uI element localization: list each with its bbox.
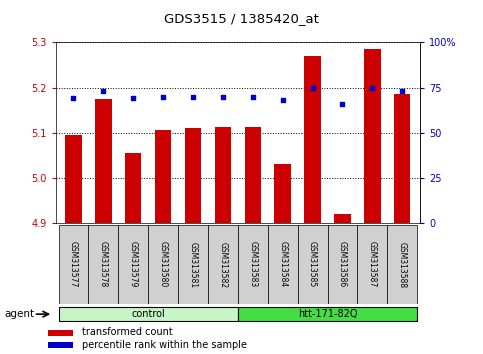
Text: GSM313580: GSM313580	[158, 241, 168, 288]
Bar	[125, 153, 142, 223]
Text: GSM313588: GSM313588	[398, 241, 407, 288]
Point	[189, 94, 197, 99]
Point	[369, 85, 376, 91]
Bar	[208, 225, 238, 304]
Bar	[244, 127, 261, 223]
Bar	[364, 49, 381, 223]
Text: GSM313582: GSM313582	[218, 241, 227, 288]
Text: GSM313583: GSM313583	[248, 241, 257, 288]
Bar	[178, 225, 208, 304]
Point	[159, 94, 167, 99]
Bar	[327, 225, 357, 304]
Bar	[118, 225, 148, 304]
Bar	[387, 225, 417, 304]
Bar	[357, 225, 387, 304]
Point	[339, 101, 346, 107]
Point	[219, 94, 227, 99]
Bar	[95, 99, 112, 223]
Point	[309, 85, 316, 91]
Bar	[268, 225, 298, 304]
Text: agent: agent	[5, 309, 35, 319]
Bar	[48, 330, 73, 336]
Text: GSM313587: GSM313587	[368, 241, 377, 288]
Bar	[148, 225, 178, 304]
Point	[398, 88, 406, 94]
Text: GSM313577: GSM313577	[69, 241, 78, 288]
Bar	[238, 225, 268, 304]
Point	[70, 96, 77, 101]
Bar	[185, 128, 201, 223]
Text: control: control	[131, 309, 165, 319]
Bar	[304, 56, 321, 223]
Text: GSM313585: GSM313585	[308, 241, 317, 288]
Point	[129, 96, 137, 101]
Text: htt-171-82Q: htt-171-82Q	[298, 309, 357, 319]
Text: GDS3515 / 1385420_at: GDS3515 / 1385420_at	[164, 12, 319, 25]
Bar	[298, 225, 327, 304]
Bar	[58, 307, 238, 321]
Bar	[48, 343, 73, 348]
Bar	[274, 164, 291, 223]
Bar	[394, 95, 411, 223]
Bar	[155, 130, 171, 223]
Point	[99, 88, 107, 94]
Bar	[238, 307, 417, 321]
Bar	[58, 225, 88, 304]
Text: GSM313579: GSM313579	[129, 241, 138, 288]
Text: GSM313584: GSM313584	[278, 241, 287, 288]
Bar	[65, 135, 82, 223]
Text: GSM313581: GSM313581	[188, 241, 198, 288]
Point	[279, 97, 286, 103]
Point	[249, 94, 256, 99]
Bar	[215, 127, 231, 223]
Text: transformed count: transformed count	[82, 327, 172, 337]
Bar	[334, 214, 351, 223]
Text: GSM313586: GSM313586	[338, 241, 347, 288]
Text: GSM313578: GSM313578	[99, 241, 108, 288]
Bar	[88, 225, 118, 304]
Text: percentile rank within the sample: percentile rank within the sample	[82, 340, 247, 350]
